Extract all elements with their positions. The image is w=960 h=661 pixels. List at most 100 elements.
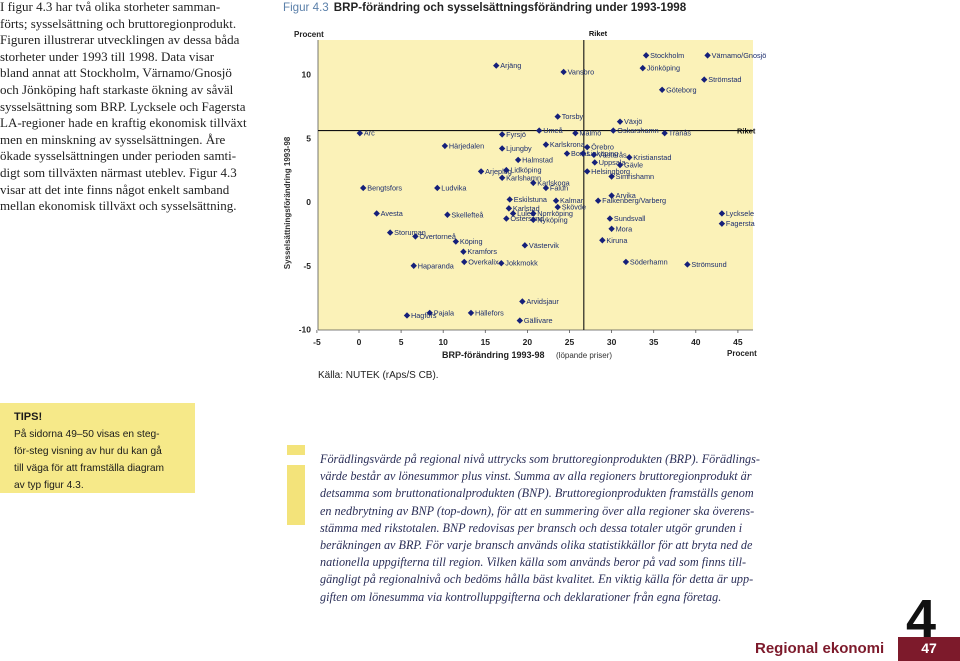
- data-point-halmstad: [514, 156, 522, 164]
- y-unit-label: Procent: [294, 30, 324, 39]
- point-label-borås: Borås: [571, 149, 590, 158]
- point-label-kalmar: Kalmar: [560, 196, 584, 205]
- y-axis-title: Sysselsättningsförändring 1993-98: [283, 136, 292, 269]
- point-label-västervik: Västervik: [529, 241, 559, 250]
- point-label-kristianstad: Kristianstad: [633, 153, 671, 162]
- x-axis-note: (löpande priser): [556, 351, 612, 360]
- data-point-jokkmokk: [498, 260, 505, 267]
- point-label-eskilstuna: Eskilstuna: [514, 195, 548, 204]
- data-point-bengtsfors: [360, 184, 367, 192]
- x-unit-label: Procent: [727, 349, 757, 358]
- data-point-falkenberg-varberg: [594, 197, 602, 204]
- note-line: värde består av lönesummor plus vinst. S…: [320, 469, 752, 484]
- point-label-jönköping: Jönköping: [647, 64, 680, 73]
- definition-note: Förädlingsvärde på regional nivå uttryck…: [320, 451, 760, 606]
- data-point-härjedalen: [441, 142, 449, 150]
- x-tick-label: 20: [523, 337, 533, 347]
- point-label-karlskrona: Karlskrona: [550, 140, 586, 149]
- x-tick-label: 30: [607, 337, 617, 347]
- point-label-hällefors: Hällefors: [475, 308, 504, 317]
- tips-box: TIPS! På sidorna 49–50 visas en steg- fö…: [0, 403, 195, 493]
- x-tick-label: 0: [357, 337, 362, 347]
- note-line: Förädlingsvärde på regional nivå uttryck…: [320, 452, 760, 466]
- y-tick-label: -5: [303, 261, 311, 271]
- point-label-arvika: Arvika: [616, 191, 637, 200]
- data-point-malmö: [572, 129, 579, 137]
- data-point-övertorneå: [412, 233, 419, 240]
- data-point-avesta: [373, 210, 380, 217]
- data-point-köping: [452, 238, 460, 245]
- point-label-sundsvall: Sundsvall: [614, 214, 646, 223]
- data-point-storuman: [386, 229, 394, 236]
- point-label-arvidsjaur: Arvidsjaur: [526, 297, 559, 306]
- point-label-strömstad: Strömstad: [708, 75, 741, 84]
- x-tick-label: 5: [399, 337, 404, 347]
- point-label-luleå: Luleå: [517, 209, 536, 218]
- point-label-bengtsfors: Bengtsfors: [367, 183, 402, 192]
- data-point-eskilstuna: [506, 196, 513, 203]
- data-point-helsingborg: [583, 168, 591, 175]
- intro-line: och Jönköping haft starkaste ökning av s…: [0, 81, 234, 97]
- data-point-pajala: [426, 309, 433, 317]
- intro-line: ökade sysselsättningen under perioden sa…: [0, 148, 237, 164]
- figure-source: Källa: NUTEK (rAps/S CB).: [318, 370, 439, 381]
- reference-label-top: Riket: [589, 29, 608, 38]
- point-label-hagfors: Hagfors: [411, 311, 437, 320]
- data-point-stockholm: [642, 52, 650, 59]
- x-tick-label: -5: [313, 337, 321, 347]
- point-label-gällivare: Gällivare: [524, 316, 553, 325]
- data-point-torsby: [554, 113, 561, 120]
- point-label-värnamo-gnosjö: Värnamo/Gnosjö: [712, 51, 767, 60]
- point-label-karlshamn: Karlshamn: [506, 173, 541, 182]
- point-label-kramfors: Kramfors: [467, 247, 497, 256]
- point-label-avesta: Avesta: [381, 209, 404, 218]
- point-label-oskarshamn: Oskarshamn: [617, 126, 658, 135]
- note-line: detsamma som bruttonationalprodukten (BN…: [320, 486, 754, 501]
- point-label-mora: Mora: [616, 224, 634, 233]
- point-label-arc: Arc: [364, 129, 375, 138]
- point-label-malmö: Malmö: [579, 129, 601, 138]
- intro-line: Figuren illustrerar utvecklingen av dess…: [0, 32, 240, 48]
- point-label-halmstad: Halmstad: [522, 155, 553, 164]
- intro-line: digt som tillväxten närmast uteblev. Fig…: [0, 164, 237, 180]
- point-label-tranås: Tranås: [669, 129, 692, 138]
- data-point-vansbro: [560, 68, 567, 76]
- intro-line: I figur 4.3 har två olika storheter samm…: [0, 0, 221, 14]
- tips-line: På sidorna 49–50 visas en steg-: [14, 429, 160, 440]
- point-label-köping: Köping: [460, 237, 483, 246]
- point-label-falun: Falun: [550, 183, 568, 192]
- data-point-skellefteå: [444, 211, 451, 218]
- data-point-fyrsjö: [498, 131, 506, 138]
- point-label-umeå: Umeå: [543, 126, 563, 135]
- point-label-lycksele: Lycksele: [726, 209, 754, 218]
- note-line: en nedbrytning av BNP (top-down), för at…: [320, 503, 755, 518]
- intro-line: storheter under 1993 till 1998. Data vis…: [0, 48, 215, 64]
- point-label-gävle: Gävle: [624, 161, 643, 170]
- info-icon-stem: [287, 465, 305, 525]
- data-point-karlstad: [505, 205, 513, 212]
- intro-line: förts; sysselsättning och bruttoregionpr…: [0, 15, 237, 31]
- page-number: 47: [921, 640, 937, 656]
- point-label-stockholm: Stockholm: [650, 51, 684, 60]
- data-point-västervik: [521, 242, 529, 249]
- point-label-vansbro: Vansbro: [568, 67, 595, 76]
- data-point-arjäng: [493, 62, 500, 69]
- data-point-nyköping: [530, 216, 537, 224]
- data-point-umeå: [535, 127, 543, 134]
- point-label-skövde: Skövde: [562, 203, 586, 212]
- data-point-luleå: [509, 210, 517, 217]
- note-line: gängligt på regionalnivå och bedöms håll…: [320, 572, 754, 587]
- point-label-ludvika: Ludvika: [441, 183, 467, 192]
- data-point-kristianstad: [626, 154, 633, 161]
- point-label-linköping: Linköping: [587, 149, 618, 158]
- x-axis-title: BRP-förändring 1993-98: [442, 350, 545, 360]
- data-point-falun: [542, 184, 550, 192]
- data-point-kiruna: [599, 237, 606, 244]
- data-point-ludvika: [434, 184, 441, 192]
- point-label-lidköping: Lidköping: [510, 166, 541, 175]
- point-label-östersund: Östersund: [510, 214, 544, 223]
- point-label-haparanda: Haparanda: [418, 261, 455, 270]
- page-number-box: 47: [898, 637, 960, 661]
- data-point-karlshamn: [498, 174, 506, 181]
- point-label-strömsund: Strömsund: [691, 260, 726, 269]
